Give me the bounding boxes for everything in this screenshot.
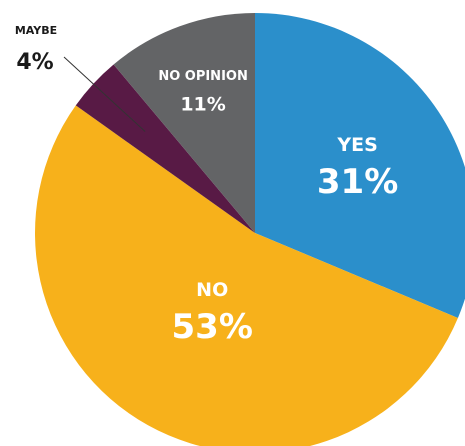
leader-line-maybe <box>63 56 146 132</box>
pie-slice-maybe <box>75 64 255 234</box>
slice-label-yes: YES <box>336 134 377 156</box>
pie-labels: YES 31% NO 53% MAYBE 4% NO OPINION 11% <box>15 24 398 347</box>
slice-value-no-opinion: 11% <box>180 94 225 116</box>
slice-label-no: NO <box>196 279 228 301</box>
slice-value-maybe: 4% <box>16 50 53 75</box>
pie-slice-yes <box>255 13 465 318</box>
slice-label-maybe: MAYBE <box>15 24 57 37</box>
pie-slices <box>35 13 465 446</box>
slice-value-no: 53% <box>172 307 253 347</box>
pie-slice-no <box>35 105 458 446</box>
pie-slice-no-opinion <box>113 13 255 233</box>
slice-value-yes: 31% <box>317 162 398 202</box>
slice-label-no-opinion: NO OPINION <box>158 69 248 84</box>
